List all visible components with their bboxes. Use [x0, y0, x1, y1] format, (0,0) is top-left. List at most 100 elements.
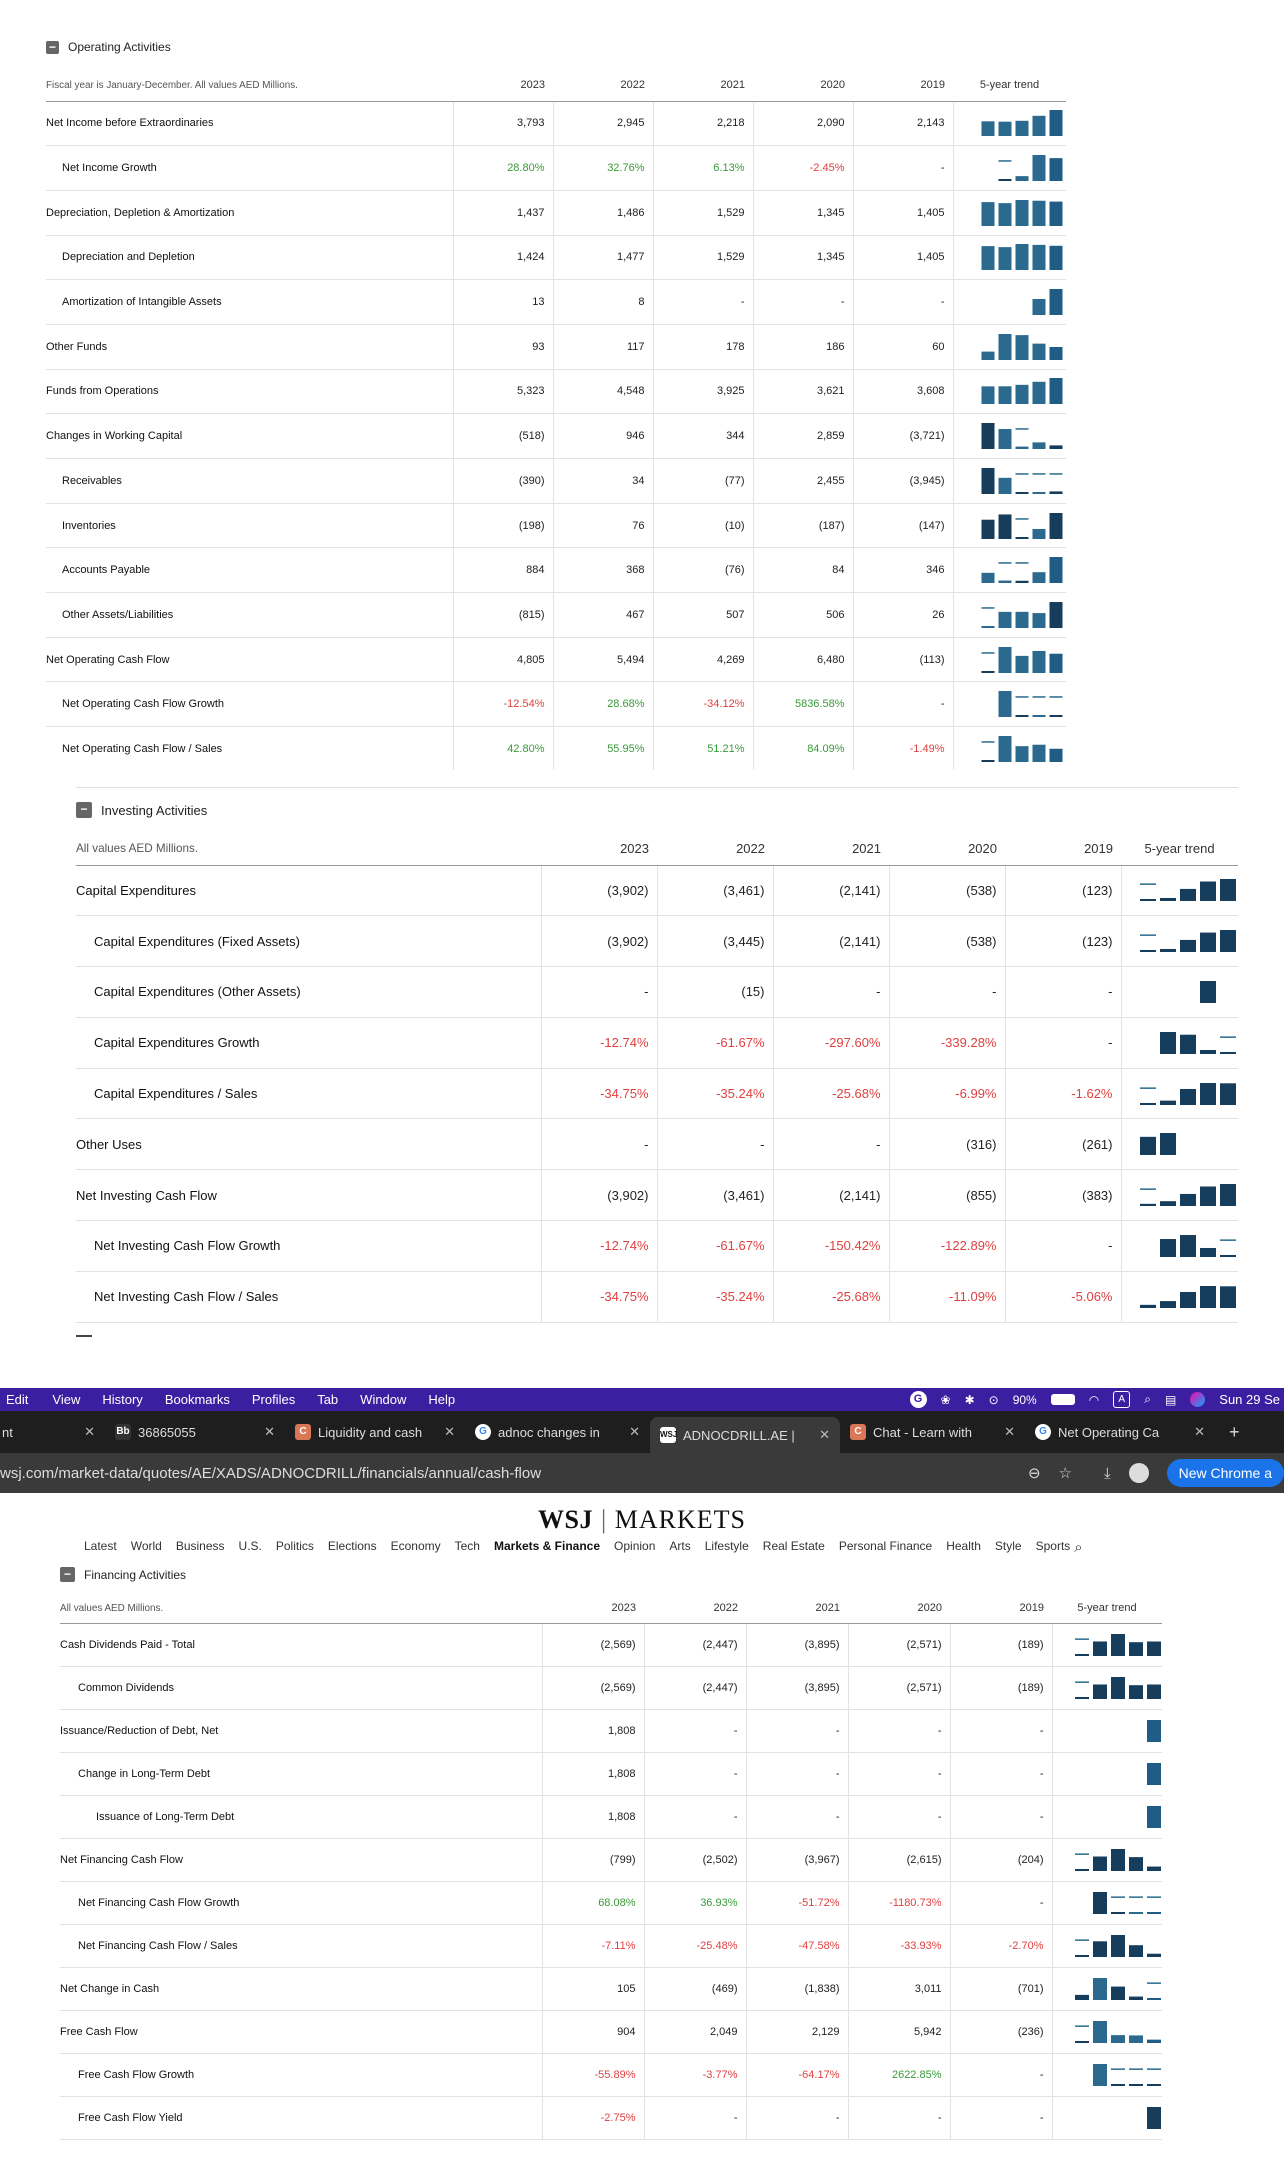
nav-style[interactable]: Style — [994, 1539, 1022, 1553]
tab-6[interactable]: G Net Operating Ca ✕ — [1025, 1417, 1215, 1447]
collapse-icon[interactable]: − — [60, 1567, 75, 1582]
table-row[interactable]: Funds from Operations 5,323 4,548 3,925 3,62… — [46, 369, 1066, 415]
menu-view[interactable]: View — [52, 1392, 81, 1407]
close-icon[interactable]: ✕ — [1004, 1424, 1015, 1439]
table-row[interactable]: Receivables (390) 34 (77) 2,455 (3,945) — [46, 458, 1066, 504]
siri-icon[interactable] — [1190, 1392, 1206, 1407]
table-row[interactable]: Other Funds 93 117 178 186 60 — [46, 324, 1066, 370]
financing-header[interactable]: − Financing Activities — [60, 1567, 186, 1582]
menu-bookmarks[interactable]: Bookmarks — [164, 1392, 230, 1407]
collapse-icon[interactable]: − — [46, 40, 59, 54]
nav-sports[interactable]: Sports — [1035, 1539, 1071, 1553]
close-icon[interactable]: ✕ — [264, 1424, 275, 1439]
tab-5[interactable]: C Chat - Learn with ✕ — [840, 1417, 1025, 1447]
table-row[interactable]: Net Investing Cash Flow (3,902) (3,461) (2,… — [76, 1169, 1238, 1222]
table-row[interactable]: Depreciation and Depletion 1,424 1,477 1,52… — [46, 235, 1066, 281]
table-row[interactable]: Change in Long-Term Debt 1,808- - - - — [60, 1752, 1162, 1796]
table-row[interactable]: Depreciation, Depletion & Amortization 1,… — [46, 190, 1066, 236]
nav-real-estate[interactable]: Real Estate — [762, 1539, 825, 1553]
tab-2[interactable]: C Liquidity and cash ✕ — [285, 1417, 465, 1447]
search-icon[interactable]: ⌕ — [1144, 1392, 1151, 1406]
table-row[interactable]: Issuance/Reduction of Debt, Net 1,808- - - - — [60, 1709, 1162, 1753]
table-row[interactable]: Net Financing Cash Flow (799) (2,502) (3,96… — [60, 1838, 1162, 1882]
table-row[interactable]: Free Cash Flow Growth -55.89% -3.77% -64.17… — [60, 2053, 1162, 2097]
table-row[interactable]: Capital Expenditures Growth -12.74% -61.67… — [76, 1017, 1238, 1069]
nav-tech[interactable]: Tech — [454, 1539, 480, 1553]
play-icon[interactable]: ⊙ — [988, 1392, 999, 1407]
nav-lifestyle[interactable]: Lifestyle — [704, 1539, 749, 1553]
table-row[interactable]: Cash Dividends Paid - Total (2,569) (2,447… — [60, 1623, 1162, 1667]
new-chrome-button[interactable]: New Chrome a — [1166, 1459, 1284, 1487]
table-row[interactable]: Common Dividends (2,569) (2,447) (3,895) (2,… — [60, 1666, 1162, 1710]
tab-4[interactable]: WSJ ADNOCDRILL.AE | ✕ — [650, 1417, 840, 1453]
menu-edit[interactable]: Edit — [6, 1392, 29, 1407]
table-row[interactable]: Capital Expenditures / Sales -34.75% -35.2… — [76, 1068, 1238, 1120]
wsj-markets-logo[interactable]: WSJ | MARKETS — [0, 1505, 1284, 1535]
table-row[interactable]: Free Cash Flow Yield -2.75% - - - - — [60, 2096, 1162, 2140]
table-row[interactable]: Net Operating Cash Flow Growth -12.54% 28.… — [46, 681, 1066, 728]
table-row[interactable]: Net Financing Cash Flow Growth 68.08% 36.9… — [60, 1881, 1162, 1925]
table-row[interactable]: Net Operating Cash Flow 4,805 5,494 4,269 6,… — [46, 637, 1066, 683]
table-row[interactable]: Other Assets/Liabilities (815) 467 507 506 26 — [46, 592, 1066, 638]
table-row[interactable]: Other Uses - - - (316) (261) — [76, 1118, 1238, 1171]
close-icon[interactable]: ✕ — [1194, 1424, 1205, 1439]
investing-header[interactable]: − Investing Activities — [76, 802, 207, 818]
nav-economy[interactable]: Economy — [390, 1539, 441, 1553]
table-row[interactable]: Net Income before Extraordinaries 3,793 2,… — [46, 101, 1066, 147]
menu-help[interactable]: Help — [428, 1392, 456, 1407]
menu-history[interactable]: History — [102, 1392, 143, 1407]
close-icon[interactable]: ✕ — [84, 1424, 95, 1439]
collapse-icon[interactable]: − — [76, 802, 92, 818]
table-row[interactable]: Issuance of Long-Term Debt 1,808- - - - — [60, 1795, 1162, 1839]
table-row[interactable]: Capital Expenditures (Fixed Assets) (3,90… — [76, 915, 1238, 968]
zoom-icon[interactable]: ⊖ — [1027, 1465, 1041, 1482]
control-center-icon[interactable]: ▤ — [1164, 1392, 1177, 1407]
table-row[interactable]: Net Investing Cash Flow / Sales -34.75% -3… — [76, 1271, 1238, 1323]
url-input[interactable]: wsj.com/market-data/quotes/AE/XADS/ADNOC… — [0, 1464, 542, 1482]
new-tab-icon[interactable]: + — [1229, 1421, 1240, 1442]
table-row[interactable]: Net Investing Cash Flow Growth -12.74% -61… — [76, 1220, 1238, 1272]
download-icon[interactable]: ⤓ — [1103, 1464, 1111, 1482]
bluetooth-icon[interactable]: ✱ — [964, 1392, 975, 1407]
profile-icon[interactable] — [1128, 1463, 1149, 1483]
nav-u-s-[interactable]: U.S. — [238, 1539, 262, 1553]
table-row[interactable]: Accounts Payable 884 368 (76) 84 346 — [46, 547, 1066, 594]
table-row[interactable]: Changes in Working Capital (518) 946 344 2,8… — [46, 413, 1066, 459]
nav-business[interactable]: Business — [175, 1539, 225, 1553]
nav-markets-finance[interactable]: Markets & Finance — [493, 1539, 601, 1553]
bookmark-star-icon[interactable]: ☆ — [1058, 1465, 1072, 1482]
menu-tab[interactable]: Tab — [317, 1392, 339, 1407]
google-icon[interactable]: G — [909, 1391, 927, 1408]
nav-health[interactable]: Health — [946, 1539, 981, 1553]
table-row[interactable]: Capital Expenditures (Other Assets) - (15)… — [76, 966, 1238, 1018]
nav-arts[interactable]: Arts — [669, 1539, 691, 1553]
menu-profiles[interactable]: Profiles — [251, 1392, 296, 1407]
table-row[interactable]: Net Financing Cash Flow / Sales -7.11% -25… — [60, 1924, 1162, 1968]
tab-0[interactable]: nt ✕ — [0, 1417, 105, 1447]
search-icon[interactable]: ⌕ — [1074, 1539, 1083, 1556]
close-icon[interactable]: ✕ — [629, 1424, 640, 1439]
close-icon[interactable]: ✕ — [819, 1427, 830, 1442]
wifi-icon[interactable]: ◠ — [1088, 1392, 1100, 1407]
nav-elections[interactable]: Elections — [327, 1539, 377, 1553]
openai-icon[interactable]: ❀ — [940, 1392, 951, 1407]
table-row[interactable]: Inventories (198) 76 (10) (187) (147) — [46, 503, 1066, 549]
table-row[interactable]: Net Income Growth 28.80% 32.76% 6.13% -2.45%… — [46, 145, 1066, 191]
table-row[interactable]: Free Cash Flow 904 2,049 2,129 5,942 (236) — [60, 2010, 1162, 2054]
nav-world[interactable]: World — [130, 1539, 162, 1553]
table-row[interactable]: Net Operating Cash Flow / Sales 42.80% 55.… — [46, 726, 1066, 772]
table-row[interactable]: Net Change in Cash 105 (469) (1,838) 3,011 (7… — [60, 1967, 1162, 2011]
keyboard-icon[interactable]: A — [1113, 1391, 1131, 1408]
nav-politics[interactable]: Politics — [275, 1539, 314, 1553]
nav-opinion[interactable]: Opinion — [614, 1539, 656, 1553]
close-icon[interactable]: ✕ — [444, 1424, 455, 1439]
table-row[interactable]: Capital Expenditures (3,902) (3,461) (2,141… — [76, 865, 1238, 917]
menu-window[interactable]: Window — [360, 1392, 407, 1407]
table-row[interactable]: Amortization of Intangible Assets 13 8- - - — [46, 279, 1066, 325]
battery-icon[interactable] — [1050, 1394, 1075, 1405]
nav-latest[interactable]: Latest — [84, 1539, 117, 1553]
nav-personal-finance[interactable]: Personal Finance — [838, 1539, 933, 1553]
operating-header[interactable]: − Operating Activities — [46, 40, 171, 54]
tab-1[interactable]: Bb 36865055 ✕ — [105, 1417, 285, 1447]
